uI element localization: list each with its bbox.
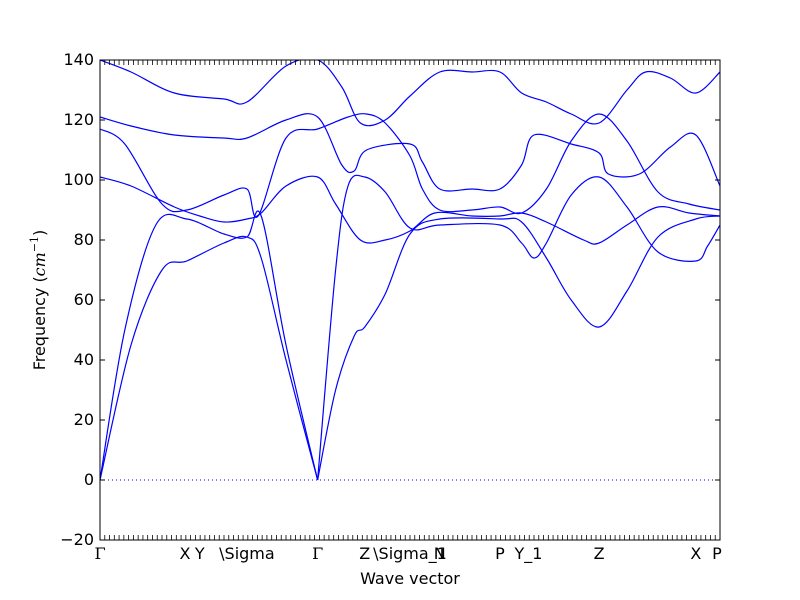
x-tick-label: \Sigma_1: [373, 544, 447, 564]
x-tick-label: P: [712, 544, 722, 563]
x-tick-label: Γ: [94, 544, 105, 563]
x-tick-label: X: [690, 544, 701, 563]
y-tick-label: 40: [74, 350, 94, 369]
x-tick-label: Y: [194, 544, 205, 563]
y-tick-label: 140: [63, 50, 94, 69]
x-tick-label: Γ: [312, 544, 323, 563]
x-tick-label: P: [495, 544, 505, 563]
y-tick-label: 80: [74, 230, 94, 249]
x-tick-label: N: [434, 544, 446, 563]
y-tick-label: 100: [63, 170, 94, 189]
band-series-line-6: [100, 60, 720, 127]
band-series-line-3: [100, 175, 720, 245]
band-series-line-5: [100, 113, 720, 192]
x-tick-label: X: [179, 544, 190, 563]
y-tick-label: 20: [74, 410, 94, 429]
band-series-line-1: [100, 235, 319, 481]
x-tick-label: Z: [359, 544, 370, 563]
band-series-line-7: [317, 215, 720, 481]
x-tick-label: Z: [594, 544, 605, 563]
x-tick-label: \Sigma: [219, 544, 275, 563]
x-axis-label: Wave vector: [360, 569, 460, 588]
y-axis-label: Frequency (cm−1): [28, 230, 49, 371]
y-tick-label: −20: [60, 530, 94, 549]
y-tick-label: 120: [63, 110, 94, 129]
band-series-line-4: [100, 113, 720, 219]
y-tick-label: 0: [84, 470, 94, 489]
x-tick-label: Y_1: [513, 544, 542, 564]
y-tick-label: 60: [74, 290, 94, 309]
band-series-line-2: [100, 210, 319, 481]
band-series-line-8: [317, 174, 720, 481]
